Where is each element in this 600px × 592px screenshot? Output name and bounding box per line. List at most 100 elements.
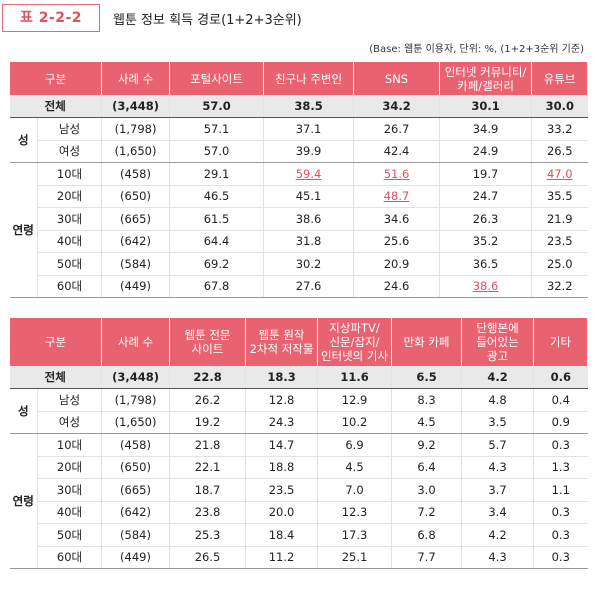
value-cell: 6.4 <box>391 456 462 479</box>
highlighted-value-cell: 38.6 <box>439 275 532 298</box>
value-cell: 36.5 <box>439 252 532 276</box>
row-label: 전체 <box>9 366 102 389</box>
value-cell: 0.3 <box>533 523 588 547</box>
column-header: SNS <box>353 62 441 95</box>
value-cell: 18.3 <box>245 366 318 389</box>
sample-size: (642) <box>101 501 170 524</box>
row-label: 30대 <box>37 207 102 231</box>
row-label: 40대 <box>37 230 102 253</box>
value-cell: 19.2 <box>169 411 246 434</box>
value-cell: 45.1 <box>263 185 354 208</box>
row-label: 40대 <box>37 501 102 524</box>
value-cell: 25.1 <box>317 546 392 569</box>
sample-size: (3,448) <box>101 95 170 118</box>
value-cell: 34.6 <box>353 207 440 231</box>
table-number-badge: 표 2-2-2 <box>2 4 100 32</box>
value-cell: 18.8 <box>245 456 318 479</box>
value-cell: 3.5 <box>461 411 534 434</box>
row-label: 10대 <box>36 433 102 457</box>
value-cell: 20.0 <box>245 501 318 524</box>
value-cell: 26.5 <box>169 546 246 569</box>
value-cell: 7.2 <box>391 501 462 524</box>
column-header: 단행본에 들어있는 광고 <box>461 318 535 366</box>
value-cell: 57.0 <box>169 140 264 163</box>
value-cell: 14.7 <box>245 433 318 457</box>
sample-size: (642) <box>101 230 170 253</box>
table-row: 30대 (665) 18.7 23.5 7.0 3.0 3.7 1.1 <box>10 478 588 502</box>
value-cell: 37.1 <box>263 117 354 141</box>
column-header: 인터넷 커뮤니티/카페/갤러리 <box>439 62 533 95</box>
value-cell: 64.4 <box>169 230 264 253</box>
value-cell: 11.2 <box>245 546 318 569</box>
value-cell: 23.5 <box>245 478 318 502</box>
table-row: 연령 10대 (458) 29.1 59.4 51.6 19.7 47.0 <box>9 162 588 298</box>
value-cell: 3.7 <box>461 478 534 502</box>
table-row: 40대 (642) 23.8 20.0 12.3 7.2 3.4 0.3 <box>10 501 588 524</box>
table-row: 여성 (1,650) 57.0 39.9 42.4 24.9 26.5 <box>10 140 588 163</box>
sample-size: (665) <box>101 478 170 502</box>
value-cell: 42.4 <box>353 140 440 163</box>
table-row: 30대 (665) 61.5 38.6 34.6 26.3 21.9 <box>10 207 588 231</box>
sample-size: (458) <box>101 162 170 186</box>
sample-size: (584) <box>101 252 170 276</box>
column-header: 친구나 주변인 <box>263 62 355 95</box>
row-label: 여성 <box>37 140 102 163</box>
row-label: 남성 <box>36 388 102 412</box>
column-header: 기타 <box>533 318 589 366</box>
value-cell: 17.3 <box>317 523 392 547</box>
value-cell: 6.9 <box>317 433 392 457</box>
table-row: 20대 (650) 46.5 45.1 48.7 24.7 35.5 <box>10 185 588 208</box>
highlighted-value-cell: 48.7 <box>353 185 440 208</box>
value-cell: 24.9 <box>439 140 532 163</box>
table-row: 성 남성 (1,798) 57.1 37.1 26.7 34.9 33.2 <box>9 117 588 163</box>
value-cell: 35.2 <box>439 230 532 253</box>
value-cell: 21.9 <box>531 207 588 231</box>
base-note: (Base: 웹툰 이용자, 단위: %, (1+2+3순위 기준) <box>369 44 584 55</box>
highlighted-value-cell: 47.0 <box>531 162 588 186</box>
value-cell: 4.5 <box>317 456 392 479</box>
value-cell: 0.4 <box>533 388 588 412</box>
column-header: 사례 수 <box>101 318 171 366</box>
value-cell: 23.8 <box>169 501 246 524</box>
group-label: 연령 <box>9 162 38 298</box>
value-cell: 34.2 <box>353 95 440 118</box>
sample-size: (665) <box>101 207 170 231</box>
value-cell: 26.7 <box>353 117 440 141</box>
value-cell: 38.5 <box>263 95 354 118</box>
value-cell: 12.8 <box>245 388 318 412</box>
sample-size: (1,798) <box>101 117 170 141</box>
sample-size: (1,650) <box>101 140 170 163</box>
value-cell: 39.9 <box>263 140 354 163</box>
table-row: 50대 (584) 25.3 18.4 17.3 6.8 4.2 0.3 <box>10 523 588 547</box>
sample-size: (3,448) <box>101 366 170 389</box>
sample-size: (650) <box>101 456 170 479</box>
sample-size: (458) <box>101 433 170 457</box>
value-cell: 19.7 <box>439 162 532 186</box>
value-cell: 18.4 <box>245 523 318 547</box>
column-header: 구분 <box>8 318 103 366</box>
value-cell: 10.2 <box>317 411 392 434</box>
group-label: 성 <box>9 388 38 434</box>
title-bar: 표 2-2-2 웹툰 정보 획득 경로(1+2+3순위) (Base: 웹툰 이… <box>0 0 600 55</box>
value-cell: 32.2 <box>531 275 588 298</box>
total-row: 전체 (3,448) 57.0 38.5 34.2 30.1 30.0 <box>9 95 588 118</box>
value-cell: 18.7 <box>169 478 246 502</box>
value-cell: 31.8 <box>263 230 354 253</box>
value-cell: 0.9 <box>533 411 588 434</box>
value-cell: 0.3 <box>533 546 588 569</box>
value-cell: 29.1 <box>169 162 264 186</box>
value-cell: 24.7 <box>439 185 532 208</box>
column-header: 웹툰 원작 2차적 저작물 <box>245 318 319 366</box>
value-cell: 23.5 <box>531 230 588 253</box>
value-cell: 67.8 <box>169 275 264 298</box>
column-header: 구분 <box>8 62 103 95</box>
sample-size: (650) <box>101 185 170 208</box>
value-cell: 26.5 <box>531 140 588 163</box>
value-cell: 27.6 <box>263 275 354 298</box>
row-label: 20대 <box>37 456 102 479</box>
row-label: 여성 <box>37 411 102 434</box>
value-cell: 4.5 <box>391 411 462 434</box>
table-2: 구분 사례 수 웹툰 전문 사이트 웹툰 원작 2차적 저작물 지상파TV/신문/잡지/인터… <box>8 318 589 569</box>
column-header: 사례 수 <box>101 62 171 95</box>
